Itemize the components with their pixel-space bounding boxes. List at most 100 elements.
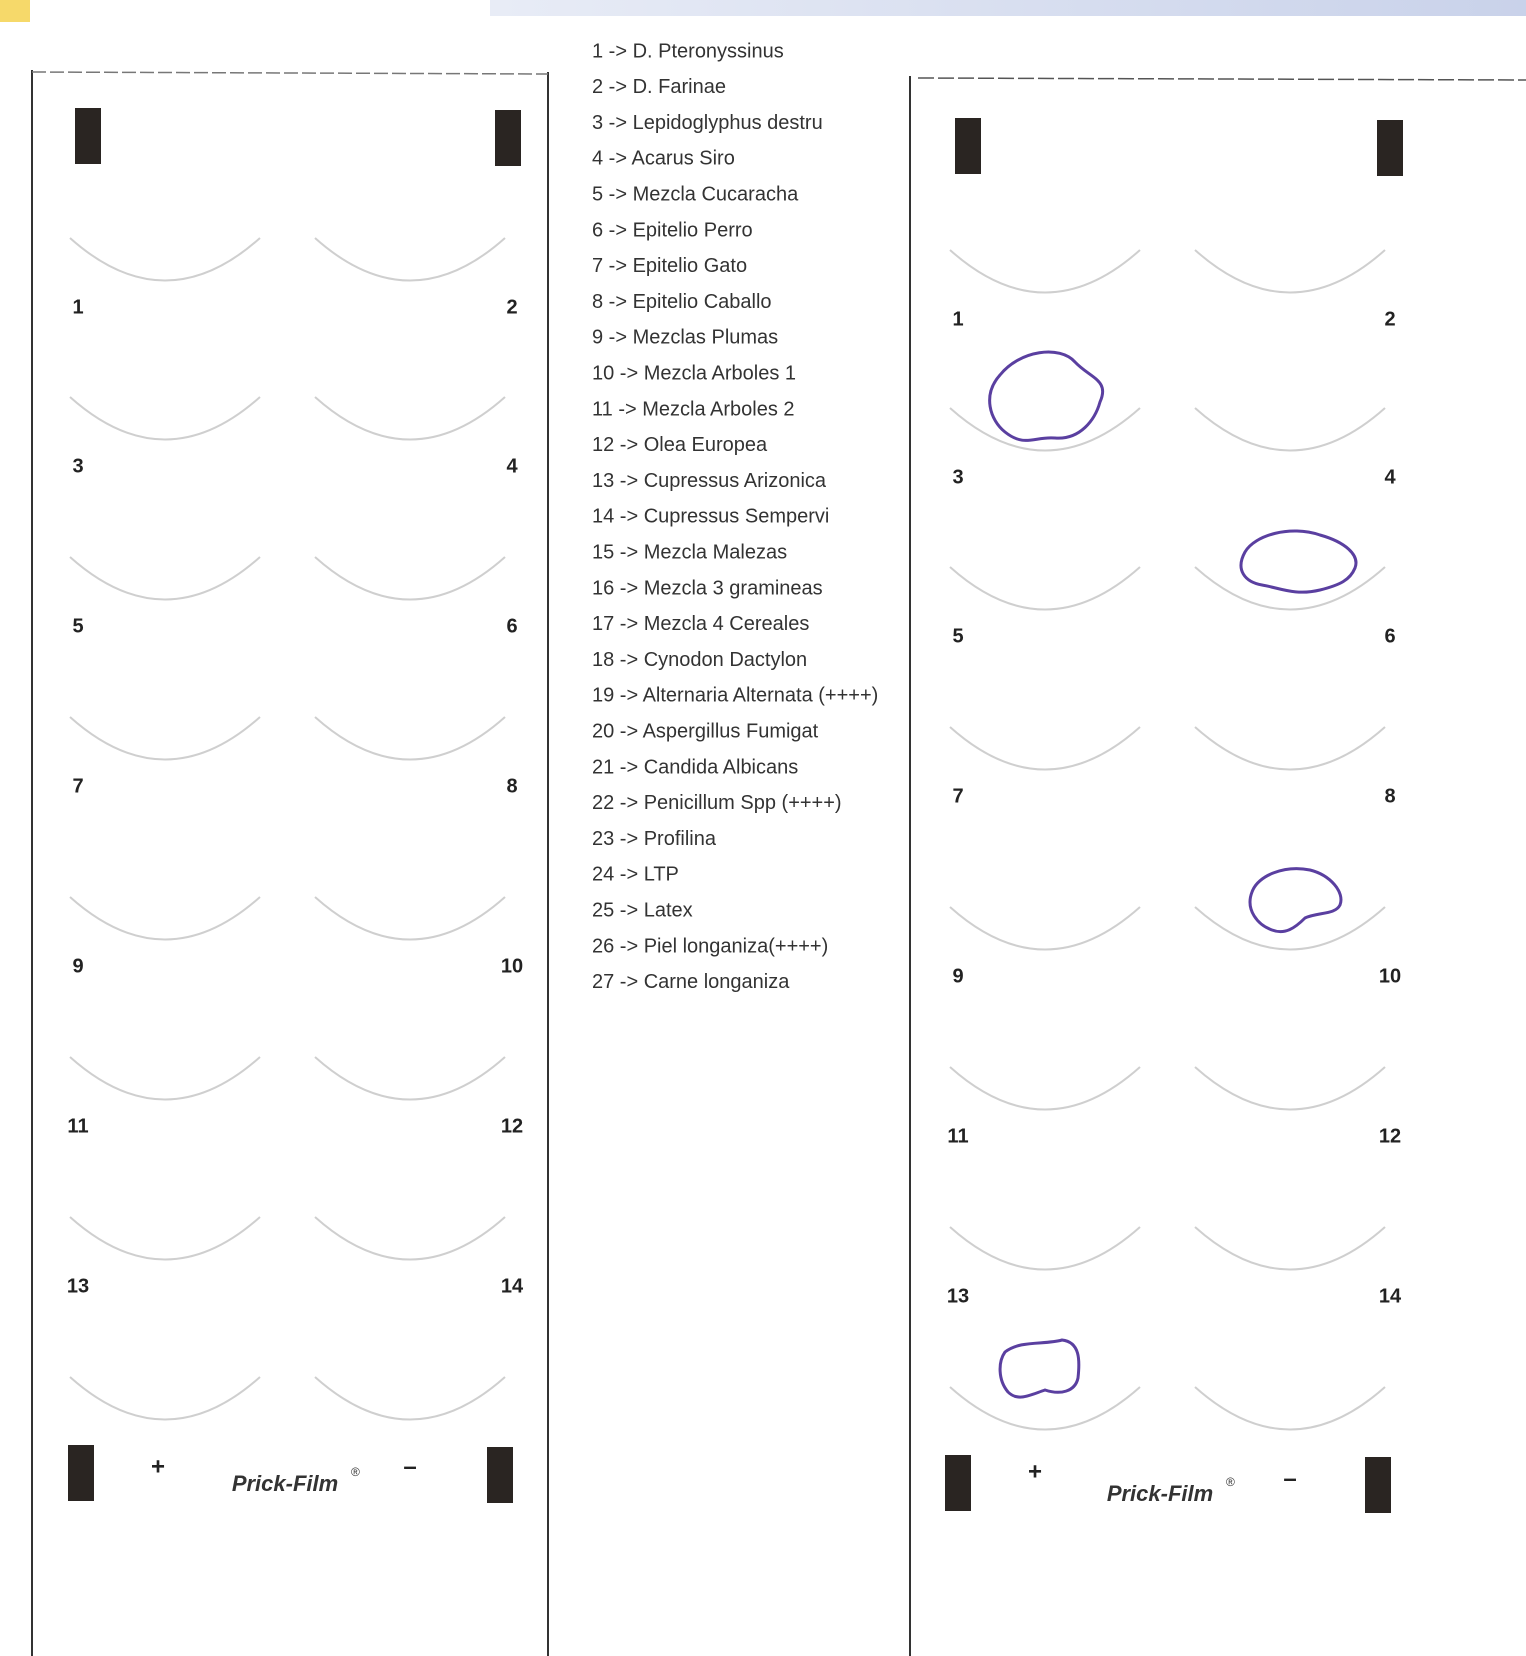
positive-control: + — [1028, 1458, 1042, 1485]
well-number: 11 — [67, 1115, 88, 1137]
well-arc — [70, 1217, 260, 1260]
well-arc — [70, 397, 260, 440]
registration-bar — [1365, 1457, 1391, 1513]
negative-control: – — [403, 1453, 416, 1480]
legend-item: 4 -> Acarus Siro — [592, 148, 735, 170]
well-arc — [315, 717, 505, 760]
well-arc — [950, 250, 1140, 293]
well-arc — [950, 1227, 1140, 1270]
well-arc — [70, 717, 260, 760]
well-number: 6 — [506, 615, 517, 637]
registration-bar — [68, 1445, 94, 1501]
well-arc — [950, 1067, 1140, 1110]
legend-item: 9 -> Mezclas Plumas — [592, 327, 778, 349]
legend-item: 25 -> Latex — [592, 899, 693, 921]
well-number: 7 — [72, 775, 83, 797]
well-number: 1 — [952, 308, 963, 330]
legend-item: 20 -> Aspergillus Fumigat — [592, 720, 819, 742]
well-arc — [70, 897, 260, 940]
brand: Prick-Film — [232, 1471, 338, 1496]
registration-bar — [75, 108, 101, 164]
well-number: 8 — [1384, 785, 1395, 807]
legend-item: 17 -> Mezcla 4 Cereales — [592, 613, 809, 635]
wheal — [990, 352, 1103, 440]
registration-bar — [955, 118, 981, 174]
well-number: 3 — [952, 466, 963, 488]
well-arc — [315, 1057, 505, 1100]
legend-item: 26 -> Piel longaniza(++++) — [592, 935, 828, 957]
brand-mark: ® — [1226, 1475, 1235, 1489]
well-number: 14 — [501, 1275, 524, 1297]
well-arc — [950, 408, 1140, 451]
legend-item: 5 -> Mezcla Cucaracha — [592, 183, 799, 205]
well-arc — [1195, 1227, 1385, 1270]
brand-mark: ® — [351, 1465, 360, 1479]
positive-control: + — [151, 1453, 165, 1480]
registration-bar — [1377, 120, 1403, 176]
wheal — [1000, 1340, 1079, 1397]
well-number: 6 — [1384, 625, 1395, 647]
well-number: 3 — [72, 455, 83, 477]
well-arc — [1195, 567, 1385, 610]
well-arc — [1195, 1387, 1385, 1430]
legend-item: 3 -> Lepidoglyphus destru — [592, 112, 823, 134]
well-arc — [315, 897, 505, 940]
legend-item: 23 -> Profilina — [592, 828, 717, 850]
well-arc — [70, 238, 260, 281]
legend-item: 1 -> D. Pteronyssinus — [592, 40, 784, 62]
well-arc — [1195, 727, 1385, 770]
legend-item: 22 -> Penicillum Spp (++++) — [592, 792, 842, 814]
card-edge — [32, 72, 548, 74]
well-number: 10 — [501, 955, 523, 977]
well-number: 12 — [1379, 1125, 1401, 1147]
well-number: 2 — [506, 296, 517, 318]
wheal — [1250, 869, 1341, 932]
well-number: 9 — [72, 955, 83, 977]
well-arc — [950, 567, 1140, 610]
well-arc — [315, 238, 505, 281]
well-arc — [70, 1377, 260, 1420]
registration-bar — [487, 1447, 513, 1503]
corner-mark — [0, 0, 30, 22]
well-number: 1 — [72, 296, 83, 318]
legend-item: 12 -> Olea Europea — [592, 434, 768, 456]
well-arc — [1195, 408, 1385, 451]
legend-item: 24 -> LTP — [592, 864, 679, 886]
wheal — [1241, 531, 1356, 592]
legend-item: 15 -> Mezcla Malezas — [592, 541, 787, 563]
well-number: 5 — [72, 615, 83, 637]
legend-item: 6 -> Epitelio Perro — [592, 219, 753, 241]
legend-item: 13 -> Cupressus Arizonica — [592, 470, 827, 492]
page: {"legend": [ "1 -> D. Pteronyssinus", "2… — [0, 0, 1526, 1656]
legend-item: 2 -> D. Farinae — [592, 76, 726, 98]
well-arc — [315, 1377, 505, 1420]
legend-item: 19 -> Alternaria Alternata (++++) — [592, 685, 878, 707]
well-arc — [315, 557, 505, 600]
well-number: 9 — [952, 965, 963, 987]
well-arc — [950, 727, 1140, 770]
well-number: 13 — [67, 1275, 89, 1297]
well-number: 4 — [506, 455, 518, 477]
well-number: 10 — [1379, 965, 1401, 987]
legend-item: 7 -> Epitelio Gato — [592, 255, 747, 277]
brand: Prick-Film — [1107, 1481, 1213, 1506]
well-number: 7 — [952, 785, 963, 807]
well-arc — [1195, 250, 1385, 293]
registration-bar — [495, 110, 521, 166]
negative-control: – — [1283, 1465, 1296, 1492]
top-band — [490, 0, 1526, 16]
card-edge — [918, 78, 1526, 80]
well-number: 11 — [947, 1125, 968, 1147]
registration-bar — [945, 1455, 971, 1511]
well-number: 8 — [506, 775, 517, 797]
legend-item: 10 -> Mezcla Arboles 1 — [592, 362, 796, 384]
well-number: 13 — [947, 1285, 969, 1307]
well-number: 4 — [1384, 466, 1396, 488]
well-number: 5 — [952, 625, 963, 647]
well-arc — [70, 557, 260, 600]
legend-item: 27 -> Carne longaniza — [592, 971, 790, 993]
legend-item: 11 -> Mezcla Arboles 2 — [592, 398, 795, 420]
well-arc — [70, 1057, 260, 1100]
well-number: 2 — [1384, 308, 1395, 330]
well-arc — [950, 907, 1140, 950]
